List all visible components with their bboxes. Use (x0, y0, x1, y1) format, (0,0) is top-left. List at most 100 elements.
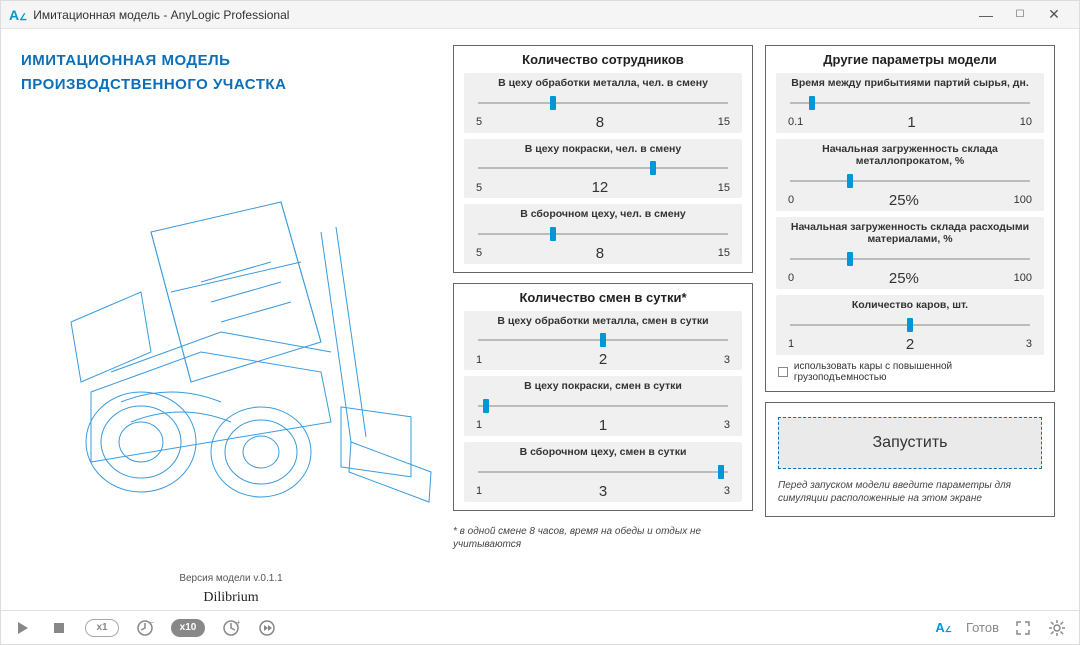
window-title: Имитационная модель - AnyLogic Professio… (33, 8, 289, 22)
play-button[interactable] (13, 618, 33, 638)
slider-min: 0 (788, 194, 794, 206)
slider-label: В цеху обработки металла, смен в сутки (470, 315, 736, 328)
slider-min: 1 (788, 338, 794, 350)
speed-down-button[interactable]: − (135, 618, 155, 638)
brand-text: Dilibrium (21, 590, 441, 606)
svg-text:−: − (150, 619, 154, 627)
slider-thumb[interactable] (550, 227, 556, 241)
heavy-carts-checkbox-label: использовать кары с повышенной грузоподъ… (794, 361, 1044, 383)
slider-max: 3 (724, 485, 730, 497)
slider-panel_other-sliders-1[interactable]: Начальная загруженность склада металлопр… (776, 139, 1044, 211)
slider-label: В сборочном цеху, смен в сутки (470, 446, 736, 459)
playbar: x1 − x10 + A∠ Готов (1, 610, 1079, 644)
slider-label: В цеху покраски, чел. в смену (470, 143, 736, 156)
slider-panel_workers-sliders-0[interactable]: В цеху обработки металла, чел. в смену 5 8… (464, 73, 742, 133)
slider-max: 10 (1020, 116, 1032, 128)
slider-track[interactable] (470, 161, 736, 175)
slider-panel_other-sliders-3[interactable]: Количество каров, шт. 1 2 3 (776, 295, 1044, 355)
slider-value: 8 (596, 114, 604, 131)
anylogic-logo-icon: A∠ (9, 7, 27, 23)
version-text: Версия модели v.0.1.1 (21, 573, 441, 584)
panel-launch: Запустить Перед запуском модели введите … (765, 402, 1055, 517)
slider-min: 0 (788, 272, 794, 284)
slider-min: 1 (476, 485, 482, 497)
slider-panel_other-sliders-2[interactable]: Начальная загруженность склада расходыми… (776, 217, 1044, 289)
slider-value: 2 (906, 336, 914, 353)
slider-label: Начальная загруженность склада расходыми… (782, 221, 1038, 246)
slider-panel_shifts-sliders-1[interactable]: В цеху покраски, смен в сутки 1 1 3 (464, 376, 742, 436)
slider-thumb[interactable] (650, 161, 656, 175)
launch-hint-text: Перед запуском модели введите параметры … (778, 479, 1042, 506)
slider-label: Начальная загруженность склада металлопр… (782, 143, 1038, 168)
slider-track[interactable] (470, 399, 736, 413)
slider-thumb[interactable] (550, 96, 556, 110)
model-title-line2: ПРОИЗВОДСТВЕННОГО УЧАСТКА (21, 73, 441, 97)
slider-max: 3 (724, 354, 730, 366)
slider-thumb[interactable] (600, 333, 606, 347)
slider-value: 1 (907, 114, 915, 131)
launch-button-label: Запустить (873, 434, 948, 452)
slider-thumb[interactable] (483, 399, 489, 413)
slider-panel_shifts-sliders-2[interactable]: В сборочном цеху, смен в сутки 1 3 3 (464, 442, 742, 502)
slider-panel_workers-sliders-1[interactable]: В цеху покраски, чел. в смену51215 (464, 139, 742, 199)
slider-panel_other-sliders-0[interactable]: Время между прибытиями партий сырья, дн.… (776, 73, 1044, 133)
panel-shifts: Количество смен в сутки* В цеху обработк… (453, 283, 753, 511)
panel-workers: Количество сотрудников В цеху обработки … (453, 45, 753, 273)
panel-other: Другие параметры модели Время между приб… (765, 45, 1055, 392)
close-button[interactable]: ✕ (1037, 6, 1071, 23)
heavy-carts-checkbox[interactable]: использовать кары с повышенной грузоподъ… (776, 361, 1044, 383)
slider-track[interactable] (782, 174, 1038, 188)
slider-value: 2 (599, 351, 607, 368)
fast-forward-button[interactable] (257, 618, 277, 638)
svg-text:+: + (236, 619, 240, 627)
shifts-footnote: * в одной смене 8 часов, время на обеды … (453, 525, 753, 551)
speed-x10-button[interactable]: x10 (171, 619, 205, 637)
slider-track[interactable] (782, 252, 1038, 266)
speed-x1-button[interactable]: x1 (85, 619, 119, 637)
stop-button[interactable] (49, 618, 69, 638)
slider-min: 5 (476, 182, 482, 194)
slider-thumb[interactable] (718, 465, 724, 479)
maximize-button[interactable]: ☐ (1003, 9, 1037, 20)
panel-other-title: Другие параметры модели (776, 52, 1044, 67)
slider-thumb[interactable] (809, 96, 815, 110)
fullscreen-button[interactable] (1013, 618, 1033, 638)
slider-max: 3 (1026, 338, 1032, 350)
slider-label: Количество каров, шт. (782, 299, 1038, 312)
minimize-button[interactable]: — (969, 7, 1003, 23)
slider-thumb[interactable] (907, 318, 913, 332)
slider-value: 3 (599, 483, 607, 500)
slider-value: 8 (596, 245, 604, 262)
slider-value: 12 (592, 179, 609, 196)
slider-max: 3 (724, 419, 730, 431)
panel-workers-title: Количество сотрудников (464, 52, 742, 67)
slider-label: В цеху обработки металла, чел. в смену (470, 77, 736, 90)
slider-track[interactable] (782, 96, 1038, 110)
slider-track[interactable] (782, 318, 1038, 332)
slider-min: 5 (476, 116, 482, 128)
slider-value: 25% (889, 270, 919, 287)
slider-min: 1 (476, 419, 482, 431)
slider-value: 25% (889, 192, 919, 209)
model-title-line1: ИМИТАЦИОННАЯ МОДЕЛЬ (21, 49, 441, 73)
slider-panel_workers-sliders-2[interactable]: В сборочном цеху, чел. в смену5815 (464, 204, 742, 264)
slider-panel_shifts-sliders-0[interactable]: В цеху обработки металла, смен в сутки12… (464, 311, 742, 371)
slider-track[interactable] (470, 333, 736, 347)
slider-min: 5 (476, 247, 482, 259)
speed-up-button[interactable]: + (221, 618, 241, 638)
slider-label: В цеху покраски, смен в сутки (470, 380, 736, 393)
launch-button[interactable]: Запустить (778, 417, 1042, 469)
slider-label: Время между прибытиями партий сырья, дн. (782, 77, 1038, 90)
status-text: Готов (966, 620, 999, 635)
slider-max: 15 (718, 247, 730, 259)
slider-max: 15 (718, 116, 730, 128)
slider-thumb[interactable] (847, 174, 853, 188)
slider-track[interactable] (470, 465, 736, 479)
forklift-blueprint-image (21, 97, 441, 567)
slider-max: 100 (1014, 272, 1032, 284)
settings-gear-button[interactable] (1047, 618, 1067, 638)
slider-thumb[interactable] (847, 252, 853, 266)
slider-track[interactable] (470, 227, 736, 241)
slider-track[interactable] (470, 96, 736, 110)
slider-value: 1 (599, 417, 607, 434)
